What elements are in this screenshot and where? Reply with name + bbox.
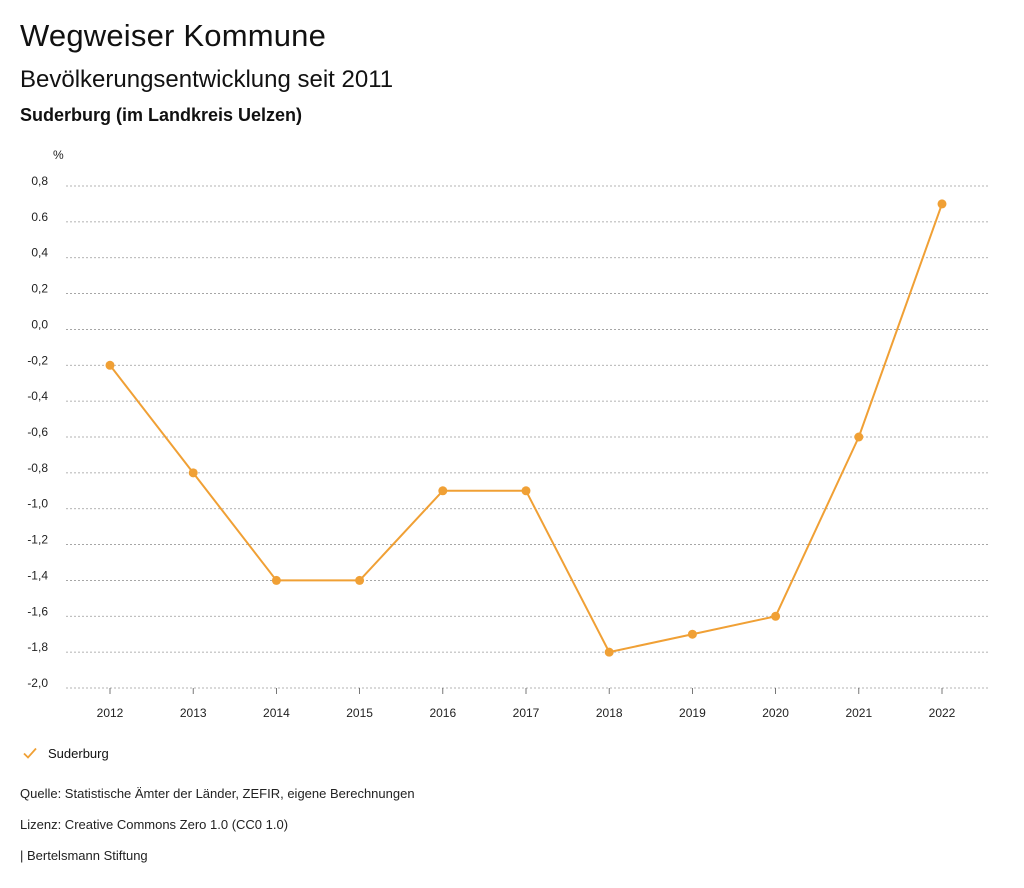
chart-subtitle: Bevölkerungsentwicklung seit 2011 <box>20 66 394 93</box>
y-tick-label: -0,6 <box>27 425 48 439</box>
x-tick-label: 2021 <box>845 706 872 720</box>
y-tick-label: -0,8 <box>27 461 48 475</box>
data-point <box>105 360 115 370</box>
y-tick-label: 0,0 <box>31 317 48 331</box>
y-tick-label: 0,4 <box>31 246 48 260</box>
data-point <box>188 468 198 478</box>
data-point <box>854 432 864 442</box>
y-tick-label: 0,8 <box>31 174 48 188</box>
data-point <box>937 199 947 209</box>
brand-note: | Bertelsmann Stiftung <box>20 848 148 863</box>
data-point <box>438 486 448 496</box>
y-tick-label: -1,2 <box>27 533 48 547</box>
y-tick-label: -0,4 <box>27 389 48 403</box>
y-tick-label: -1,8 <box>27 640 48 654</box>
check-icon <box>23 747 37 759</box>
y-tick-label: -1,4 <box>27 568 48 582</box>
data-point <box>355 575 365 585</box>
data-point <box>521 486 531 496</box>
page-title: Wegweiser Kommune <box>20 18 327 53</box>
x-tick-label: 2019 <box>679 706 706 720</box>
x-tick-label: 2013 <box>180 706 207 720</box>
x-tick-label: 2014 <box>263 706 290 720</box>
line-chart: % 0,8 0.6 0,4 0,2 0,0 -0,2 -0,4 -0,6 -0,8 -1,0 -1,2… <box>27 148 990 720</box>
x-tick-label: 2018 <box>596 706 623 720</box>
legend[interactable]: Suderburg <box>22 745 109 761</box>
y-tick-label: -1,0 <box>27 497 48 511</box>
legend-label: Suderburg <box>48 745 109 761</box>
source-note: Quelle: Statistische Ämter der Länder, Z… <box>20 786 415 801</box>
y-tick-label: -2,0 <box>27 676 48 690</box>
y-tick-label: -1,6 <box>27 604 48 618</box>
y-tick-label: 0.6 <box>31 210 48 224</box>
series-line-suderburg <box>109 203 943 654</box>
x-tick-label: 2015 <box>346 706 373 720</box>
license-note: Lizenz: Creative Commons Zero 1.0 (CC0 1… <box>20 817 289 832</box>
data-point <box>687 629 697 639</box>
data-point <box>771 611 781 621</box>
data-point <box>604 647 614 657</box>
y-axis-label: % <box>53 148 64 162</box>
x-tick-label: 2020 <box>762 706 789 720</box>
region-label: Suderburg (im Landkreis Uelzen) <box>20 105 303 125</box>
y-tick-label: 0,2 <box>31 282 48 296</box>
x-tick-label: 2012 <box>97 706 124 720</box>
y-tick-label: -0,2 <box>27 353 48 367</box>
data-point <box>271 575 281 585</box>
x-tick-label: 2016 <box>429 706 456 720</box>
x-tick-label: 2022 <box>929 706 956 720</box>
x-tick-label: 2017 <box>513 706 540 720</box>
